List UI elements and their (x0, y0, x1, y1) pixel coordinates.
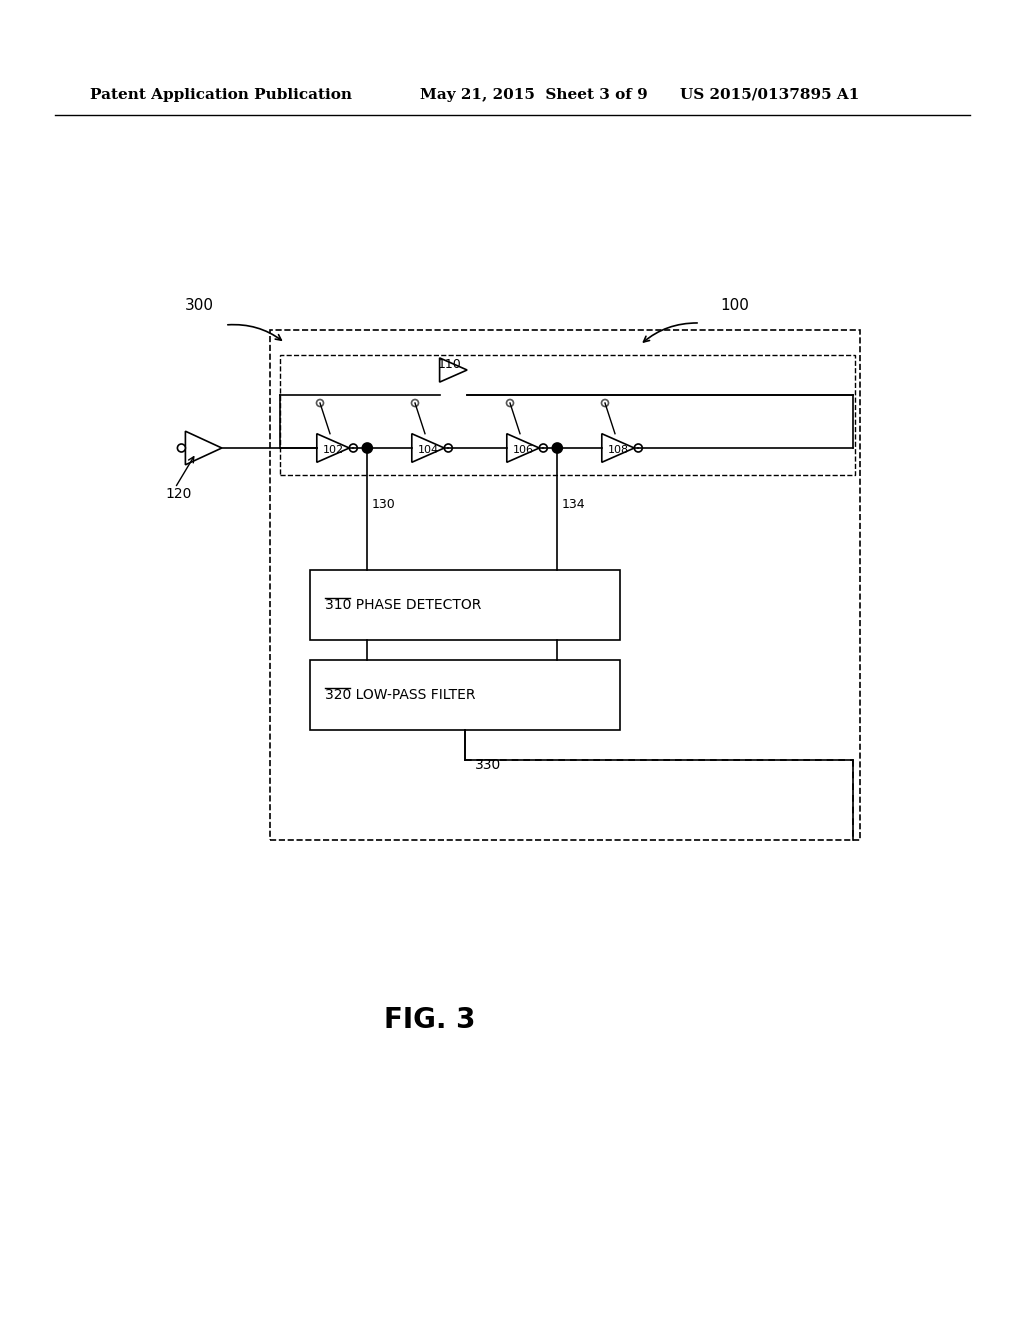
Text: 330: 330 (475, 758, 502, 772)
Circle shape (412, 400, 419, 407)
Text: 134: 134 (561, 498, 585, 511)
Text: 104: 104 (418, 445, 438, 455)
Text: 100: 100 (720, 298, 749, 313)
Circle shape (552, 444, 562, 453)
Text: 110: 110 (438, 359, 462, 371)
Text: 300: 300 (185, 298, 214, 313)
Circle shape (444, 444, 453, 451)
Text: 120: 120 (165, 487, 191, 502)
Text: 106: 106 (512, 445, 534, 455)
Circle shape (349, 444, 357, 451)
Text: FIG. 3: FIG. 3 (384, 1006, 476, 1034)
Text: 108: 108 (607, 445, 629, 455)
Bar (310, 660, 620, 730)
Text: May 21, 2015  Sheet 3 of 9: May 21, 2015 Sheet 3 of 9 (420, 88, 648, 102)
Circle shape (316, 400, 324, 407)
Circle shape (507, 400, 513, 407)
Text: 130: 130 (372, 498, 395, 511)
Text: 102: 102 (323, 445, 344, 455)
Bar (270, 330, 860, 840)
Circle shape (540, 444, 547, 451)
Circle shape (362, 444, 373, 453)
Bar (280, 355, 855, 475)
Circle shape (177, 444, 185, 451)
Text: US 2015/0137895 A1: US 2015/0137895 A1 (680, 88, 859, 102)
Bar (310, 570, 620, 640)
Text: 320 LOW-PASS FILTER: 320 LOW-PASS FILTER (325, 688, 475, 702)
Circle shape (601, 400, 608, 407)
Text: 310 PHASE DETECTOR: 310 PHASE DETECTOR (325, 598, 481, 612)
Circle shape (634, 444, 642, 451)
Text: Patent Application Publication: Patent Application Publication (90, 88, 352, 102)
